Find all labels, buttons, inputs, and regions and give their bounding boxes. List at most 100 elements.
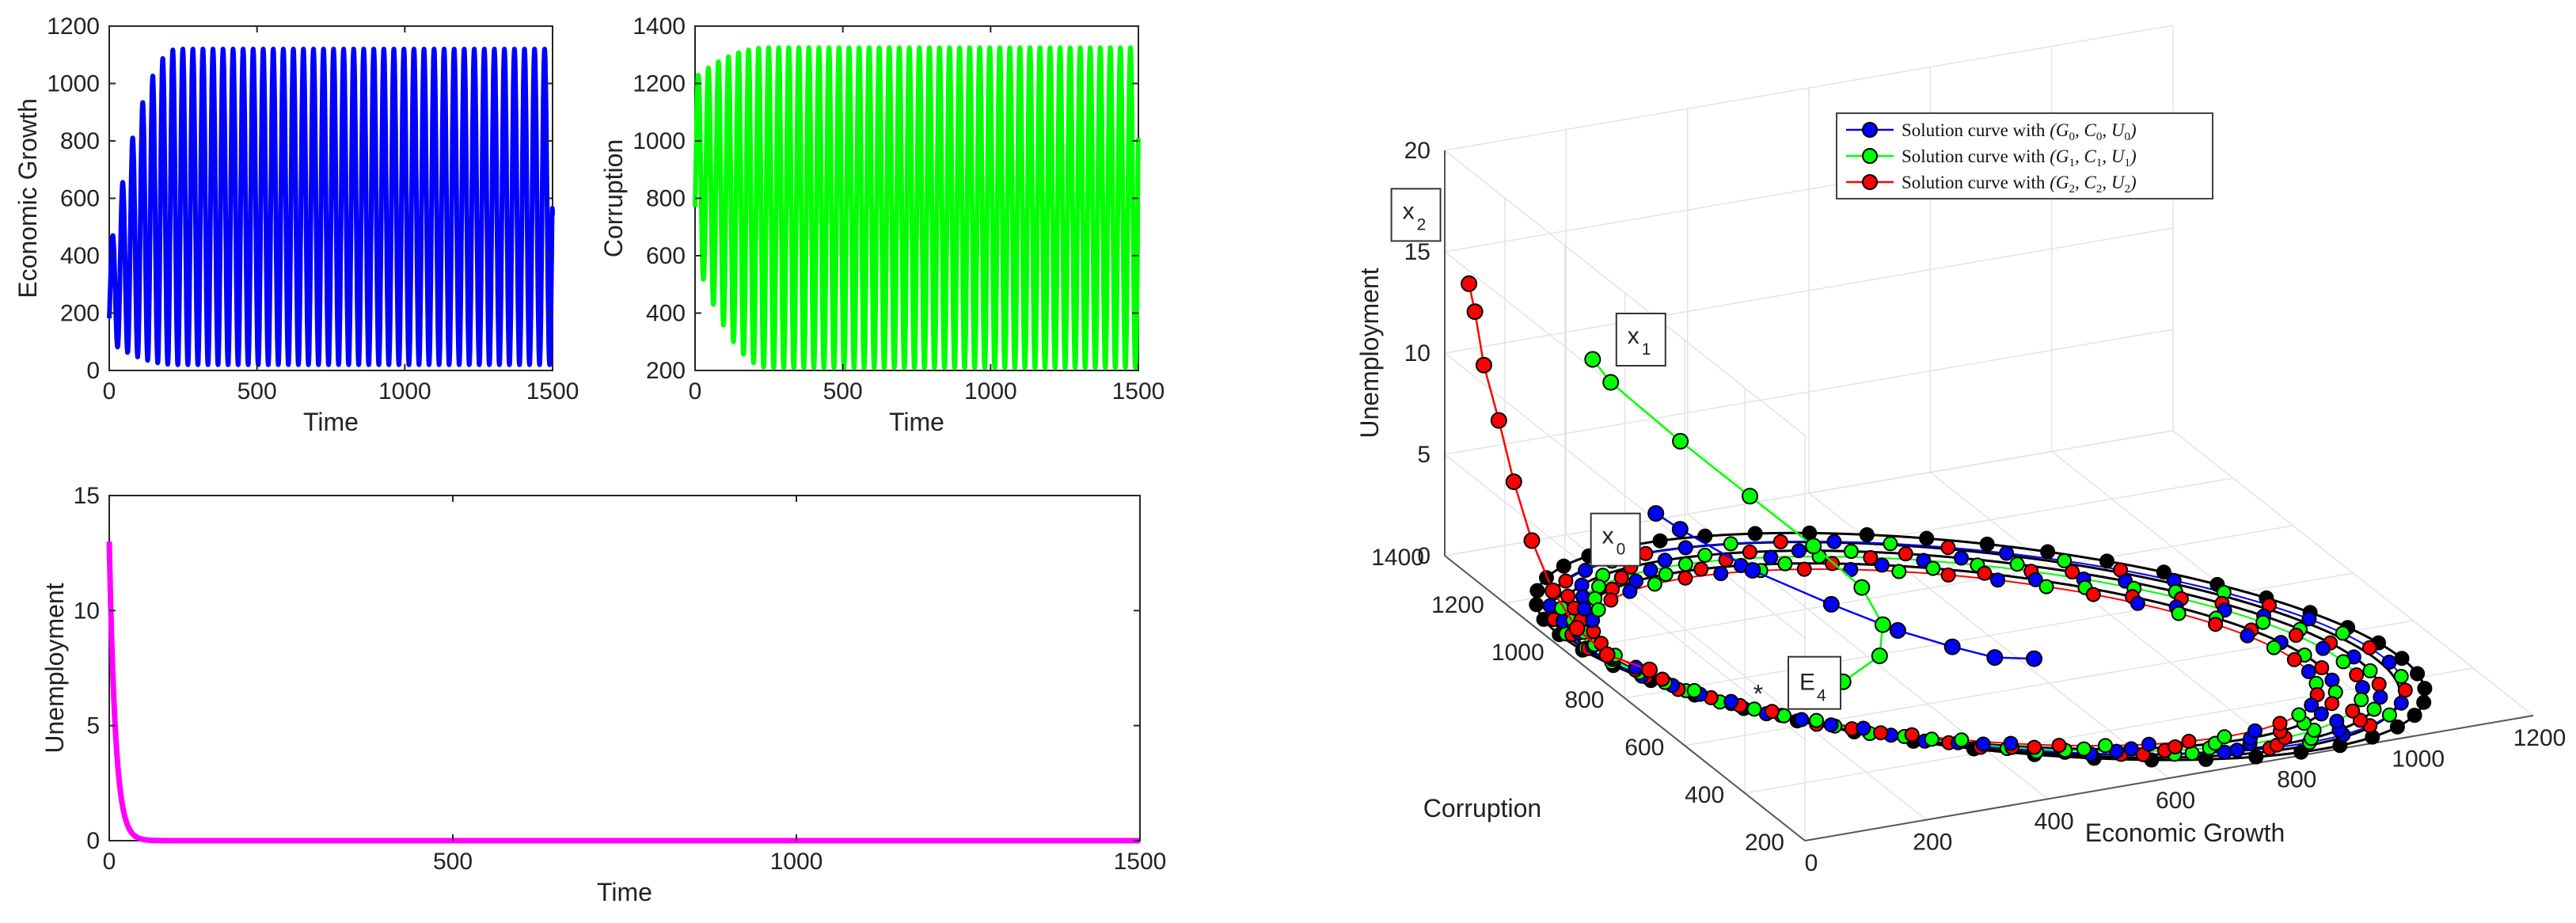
phase3d-trajectory-point bbox=[1742, 488, 1758, 505]
corruption-plot: 0 500 1000 1500 200 400 600 800 1000 1200 1400 Time… bbox=[599, 13, 1165, 436]
phase3d-cycle-point bbox=[2141, 736, 2156, 752]
phase3d-xtick-label: 1000 bbox=[2392, 746, 2445, 772]
corruption-ytick-label: 400 bbox=[646, 301, 686, 327]
phase3d-cycle-point bbox=[2098, 738, 2113, 754]
start-label-x2-subscript: 2 bbox=[1417, 215, 1427, 234]
growth-ytick-label: 800 bbox=[60, 128, 100, 154]
phase3d-cycle-point bbox=[2397, 682, 2413, 698]
phase3d-cycle-point bbox=[2123, 741, 2139, 757]
phase3d-trajectory-point bbox=[1598, 646, 1616, 663]
equilibrium-marker: * bbox=[1753, 680, 1763, 708]
phase-portrait-3d-plot: 0200400600800100012002004006008001000120… bbox=[1355, 25, 2566, 876]
start-label-x1-text: x bbox=[1628, 323, 1639, 349]
corruption-xtick-label: 1500 bbox=[1112, 378, 1165, 405]
phase3d-trajectory-point bbox=[1490, 412, 1507, 429]
phase3d-cycle-point bbox=[1916, 553, 1932, 568]
phase3d-cycle-point bbox=[2272, 716, 2288, 731]
phase3d-cycle-point bbox=[1529, 597, 1544, 613]
phase3d-cycle-point bbox=[1556, 558, 1571, 574]
phase3d-floor-grid bbox=[1564, 525, 2293, 651]
phase3d-cycle-point bbox=[2313, 706, 2329, 722]
phase3d-trajectory-point bbox=[2026, 650, 2042, 667]
phase3d-trajectory-point bbox=[1744, 562, 1761, 579]
phase3d-cycle-point bbox=[2027, 739, 2042, 755]
phase3d-xtick-label: 400 bbox=[2035, 808, 2074, 834]
phase3d-cycle-point bbox=[1979, 536, 1995, 552]
phase3d-cycle-point bbox=[2266, 640, 2282, 655]
phase3d-x-axis-line bbox=[1804, 715, 2534, 841]
phase3d-trajectory-line bbox=[1468, 283, 1650, 671]
phase3d-xtick-label: 0 bbox=[1805, 850, 1818, 876]
phase3d-ytick-label: 1000 bbox=[1491, 640, 1544, 666]
phase3d-trajectory-point bbox=[1822, 595, 1840, 613]
phase3d-cycle-point bbox=[1874, 557, 1890, 573]
phase3d-cycle-point bbox=[2156, 564, 2171, 580]
growth-plot: 0 500 1000 1500 0 200 400 600 800 1000 1200 Time Eco… bbox=[13, 13, 579, 436]
unemployment-ylabel: Unemployment bbox=[40, 583, 69, 753]
phase3d-trajectory-point bbox=[1889, 621, 1906, 639]
phase3d-cycle-point bbox=[1655, 671, 1670, 687]
phase3d-cycle-point bbox=[1686, 682, 1702, 698]
phase3d-cycle-point bbox=[2362, 663, 2378, 678]
phase3d-cycle-point bbox=[1763, 549, 1779, 565]
phase3d-cycle-point bbox=[2301, 611, 2317, 627]
phase3d-cycle-point bbox=[1990, 572, 2006, 588]
phase3d-cycle-point bbox=[2315, 640, 2331, 656]
phase3d-ztick-label: 10 bbox=[1404, 340, 1430, 367]
phase3d-cycle-point bbox=[1578, 563, 1594, 578]
phase3d-cycle-point bbox=[2393, 695, 2409, 711]
phase3d-ytick-label: 1200 bbox=[1431, 592, 1484, 618]
corruption-ytick-label: 1400 bbox=[633, 13, 686, 40]
phase3d-ytick-label: 800 bbox=[1564, 687, 1604, 713]
phase3d-cycle-point bbox=[2291, 707, 2307, 723]
legend-entry-marker bbox=[1862, 174, 1878, 190]
unemployment-xtick-label: 1500 bbox=[1114, 849, 1167, 875]
phase3d-cycle-point bbox=[2314, 660, 2330, 675]
growth-ytick-label: 600 bbox=[60, 186, 100, 212]
phase3d-ztick-label: 15 bbox=[1404, 239, 1430, 265]
phase3d-ztick-label: 20 bbox=[1404, 138, 1430, 164]
corruption-xtick-label: 0 bbox=[689, 378, 702, 405]
phase3d-cycle-point bbox=[2229, 743, 2245, 758]
phase3d-cycle-point bbox=[1954, 550, 1969, 566]
phase3d-xtick-label: 1200 bbox=[2513, 725, 2567, 751]
phase3d-backwall-grid bbox=[1444, 329, 2174, 455]
phase3d-y-axis-line bbox=[1444, 555, 1806, 841]
phase3d-cycle-point bbox=[2208, 617, 2224, 632]
growth-xtick-label: 0 bbox=[103, 378, 116, 405]
corruption-ytick-label: 800 bbox=[646, 186, 686, 212]
phase3d-cycle-point bbox=[1954, 732, 1970, 748]
phase3d-cycle-point bbox=[1697, 547, 1713, 563]
growth-ytick-label: 400 bbox=[60, 243, 100, 269]
phase3d-ztick-label: 0 bbox=[1417, 543, 1430, 569]
phase3d-cycle-point bbox=[1643, 562, 1658, 578]
phase3d-backwall-grid bbox=[1444, 430, 2174, 556]
corruption-ylabel: Corruption bbox=[599, 139, 628, 257]
phase3d-cycle-point bbox=[1575, 589, 1590, 605]
phase3d-cycle-point bbox=[1613, 570, 1629, 586]
phase3d-cycle-point bbox=[1883, 536, 1898, 552]
start-label-x0-frame bbox=[1590, 512, 1641, 567]
phase3d-cycle-point bbox=[2040, 544, 2056, 560]
phase3d-trajectory-point bbox=[1805, 537, 1822, 555]
growth-xtick-label: 1000 bbox=[378, 378, 431, 405]
phase3d-cycle-point bbox=[2288, 628, 2304, 643]
phase3d-cycle-point bbox=[2407, 708, 2422, 724]
phase3d-trajectory-point bbox=[1505, 473, 1522, 491]
phase3d-cycle-point bbox=[2027, 572, 2043, 587]
phase3d-trajectory-point bbox=[1461, 275, 1478, 292]
phase3d-cycle-point bbox=[1772, 534, 1788, 549]
start-label-x0: x0 bbox=[1590, 512, 1641, 567]
phase3d-cycle-point bbox=[2381, 707, 2397, 723]
phase3d-cycle-point bbox=[1904, 727, 1920, 743]
start-label-x1: x1 bbox=[1615, 313, 1666, 367]
growth-series-line bbox=[107, 47, 555, 367]
phase3d-trajectory-point bbox=[1602, 374, 1620, 391]
phase3d-cycle-point bbox=[2293, 744, 2309, 760]
phase3d-legend: Solution curve with (G0, C0, U0) Solution… bbox=[1836, 112, 2213, 199]
corruption-xtick-label: 1000 bbox=[964, 378, 1017, 405]
phase3d-zlabel: Unemployment bbox=[1355, 268, 1384, 438]
unemployment-xtick-label: 500 bbox=[433, 849, 473, 875]
phase3d-trajectory-point bbox=[1647, 505, 1665, 522]
phase3d-cycle-point bbox=[1652, 533, 1668, 549]
